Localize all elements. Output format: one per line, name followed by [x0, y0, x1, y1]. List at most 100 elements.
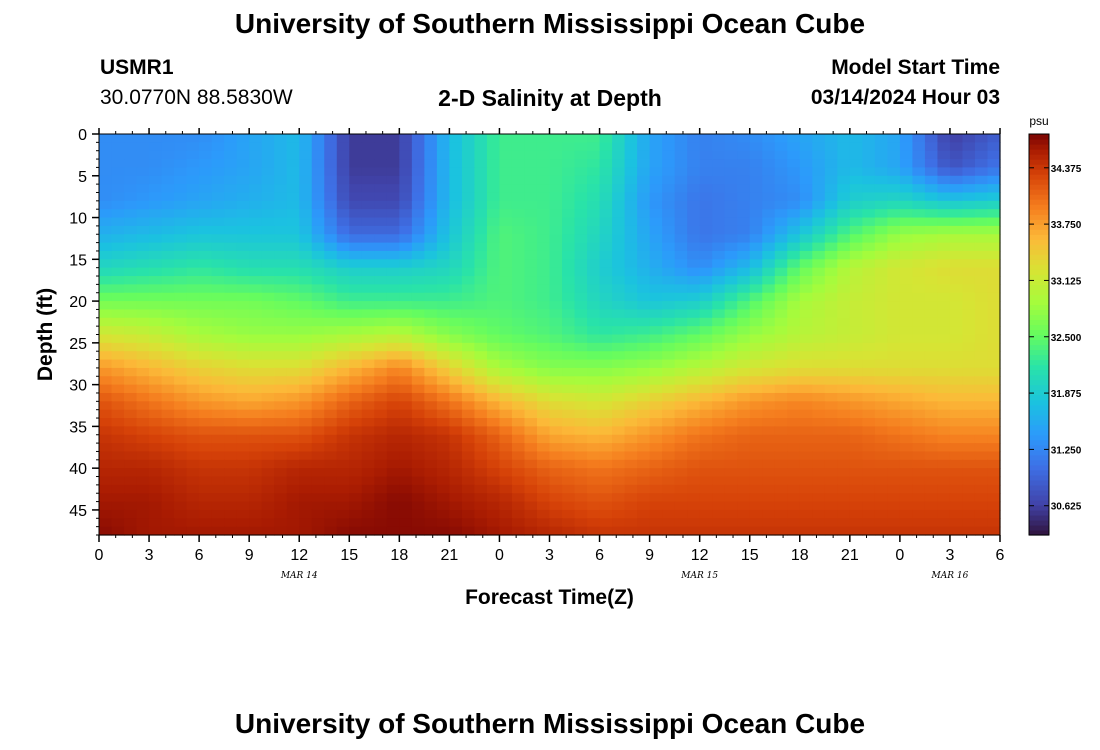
heatmap-cell: [724, 326, 738, 336]
heatmap-cell: [486, 250, 501, 260]
heatmap-cell: [236, 518, 250, 528]
heatmap-cell: [186, 267, 200, 277]
heatmap-cell: [799, 468, 813, 478]
heatmap-cell: [436, 276, 450, 285]
heatmap-cell: [674, 150, 688, 160]
heatmap-cell: [436, 526, 450, 536]
heatmap-cell: [249, 234, 263, 244]
heatmap-cell: [974, 484, 989, 494]
heatmap-cell: [399, 418, 413, 427]
heatmap-cell: [699, 234, 713, 244]
heatmap-cell: [962, 292, 976, 302]
heatmap-cell: [324, 276, 338, 285]
heatmap-cell: [361, 159, 375, 169]
heatmap-cell: [461, 292, 476, 302]
heatmap-cell: [336, 367, 350, 377]
heatmap-cell: [249, 342, 263, 352]
heatmap-cell: [524, 234, 538, 244]
heatmap-cell: [186, 192, 200, 202]
heatmap-cell: [536, 276, 551, 285]
heatmap-cell: [161, 217, 175, 227]
heatmap-cell: [962, 359, 976, 369]
heatmap-cell: [286, 401, 300, 411]
heatmap-cell: [549, 334, 563, 344]
heatmap-cell: [436, 200, 450, 210]
heatmap-cell: [574, 434, 588, 444]
heatmap-cell: [386, 326, 400, 336]
heatmap-cell: [912, 326, 926, 336]
heatmap-cell: [336, 192, 350, 202]
heatmap-cell: [186, 167, 200, 177]
heatmap-cell: [424, 451, 438, 461]
heatmap-cell: [949, 209, 964, 219]
heatmap-cell: [461, 250, 476, 260]
heatmap-cell: [949, 284, 964, 294]
heatmap-cell: [837, 209, 851, 219]
heatmap-cell: [674, 392, 688, 402]
heatmap-cell: [812, 175, 826, 185]
heatmap-cell: [174, 134, 188, 143]
heatmap-cell: [599, 142, 613, 152]
heatmap-cell: [274, 284, 288, 294]
heatmap-cell: [124, 367, 138, 377]
heatmap-cell: [274, 401, 288, 411]
heatmap-cell: [587, 276, 601, 285]
heatmap-cell: [987, 501, 1001, 511]
heatmap-cell: [261, 476, 275, 486]
heatmap-cell: [361, 334, 375, 344]
heatmap-cell: [136, 167, 150, 177]
heatmap-cell: [749, 451, 763, 461]
heatmap-cell: [699, 392, 713, 402]
heatmap-cell: [587, 225, 601, 235]
heatmap-cell: [549, 518, 563, 528]
heatmap-cell: [236, 501, 250, 511]
heatmap-cell: [149, 476, 163, 486]
heatmap-cell: [261, 493, 275, 503]
heatmap-cell: [712, 326, 726, 336]
heatmap-cell: [637, 401, 651, 411]
heatmap-cell: [699, 342, 713, 352]
heatmap-cell: [712, 342, 726, 352]
heatmap-cell: [424, 392, 438, 402]
heatmap-cell: [762, 518, 776, 528]
heatmap-cell: [649, 376, 663, 386]
heatmap-cell: [424, 292, 438, 302]
heatmap-cell: [374, 526, 388, 536]
heatmap-cell: [224, 267, 238, 277]
heatmap-cell: [374, 484, 388, 494]
heatmap-cell: [862, 184, 876, 194]
heatmap-cell: [524, 426, 538, 436]
heatmap-cell: [474, 267, 488, 277]
heatmap-cell: [749, 159, 763, 169]
heatmap-cell: [124, 476, 138, 486]
heatmap-cell: [211, 159, 225, 169]
heatmap-cell: [286, 392, 300, 402]
heatmap-cell: [124, 376, 138, 386]
heatmap-cell: [712, 384, 726, 394]
heatmap-cell: [687, 317, 701, 327]
heatmap-cell: [224, 234, 238, 244]
heatmap-cell: [599, 326, 613, 336]
heatmap-cell: [324, 334, 338, 344]
heatmap-cell: [924, 484, 939, 494]
heatmap-cell: [499, 192, 513, 202]
heatmap-cell: [812, 150, 826, 160]
heatmap-cell: [862, 217, 876, 227]
heatmap-cell: [336, 468, 350, 478]
heatmap-cell: [987, 292, 1001, 302]
heatmap-cell: [524, 518, 538, 528]
heatmap-cell: [624, 267, 638, 277]
heatmap-cell: [949, 426, 964, 436]
heatmap-cell: [424, 167, 438, 177]
heatmap-cell: [837, 451, 851, 461]
heatmap-cell: [612, 134, 626, 143]
heatmap-cell: [799, 359, 813, 369]
heatmap-cell: [261, 267, 275, 277]
heatmap-cell: [461, 217, 476, 227]
heatmap-cell: [887, 317, 901, 327]
heatmap-cell: [699, 401, 713, 411]
heatmap-cell: [899, 518, 913, 528]
heatmap-cell: [274, 409, 288, 419]
heatmap-cell: [261, 184, 275, 194]
heatmap-cell: [349, 317, 363, 327]
